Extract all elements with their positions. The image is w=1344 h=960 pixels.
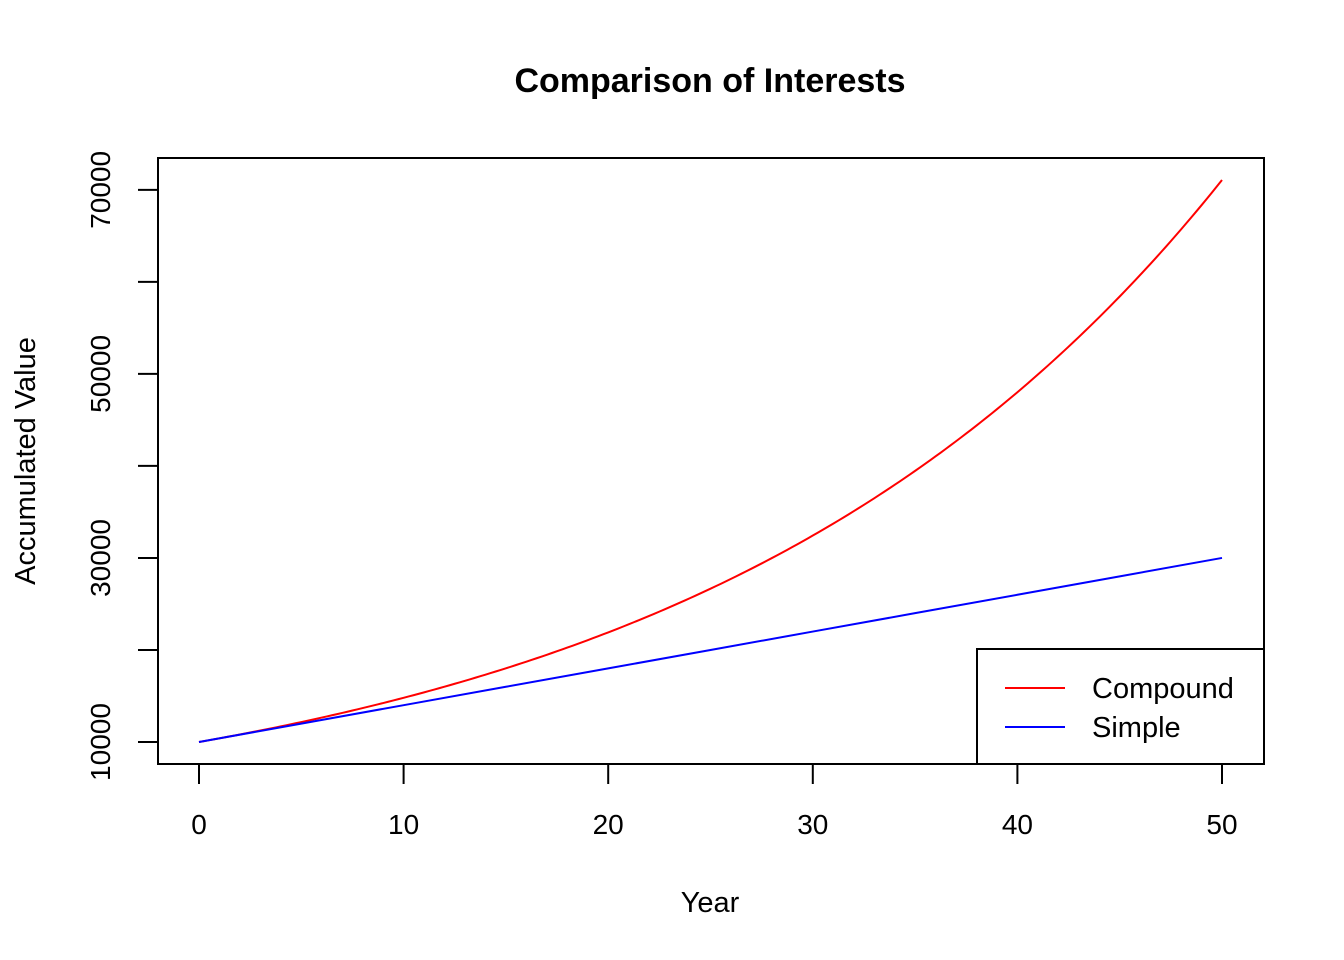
chart-title: Comparison of Interests <box>514 62 905 100</box>
y-axis: 10000 30000 50000 70000 <box>85 151 159 781</box>
series-lines <box>198 179 1223 743</box>
legend-label-compound: Compound <box>1092 673 1234 705</box>
x-tick-label: 0 <box>191 809 207 840</box>
x-tick-label: 30 <box>797 809 828 840</box>
y-tick-label: 70000 <box>85 151 116 229</box>
x-axis-label: Year <box>681 887 740 919</box>
legend-label-simple: Simple <box>1092 712 1181 744</box>
legend-box <box>976 648 1265 765</box>
y-tick-label: 30000 <box>85 519 116 597</box>
y-axis-label: Accumulated Value <box>10 337 42 585</box>
x-axis: 0 10 20 30 40 50 <box>191 763 1238 840</box>
x-tick-label: 20 <box>593 809 624 840</box>
y-tick-label: 10000 <box>85 703 116 781</box>
legend: Compound Simple <box>976 648 1265 765</box>
series-line-simple <box>198 556 1223 743</box>
y-tick-label: 50000 <box>85 335 116 413</box>
x-tick-label: 10 <box>388 809 419 840</box>
x-tick-label: 50 <box>1206 809 1237 840</box>
series-line-compound <box>198 179 1223 743</box>
x-tick-label: 40 <box>1002 809 1033 840</box>
